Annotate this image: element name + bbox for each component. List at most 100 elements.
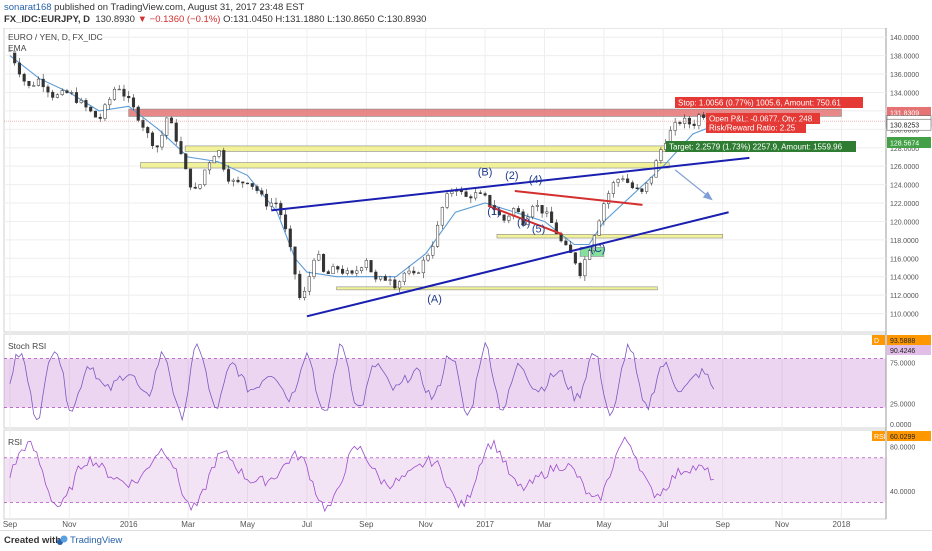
- stoch-rsi-tick-label: 0.0000: [890, 422, 912, 429]
- price-tick-label: 126.0000: [890, 164, 919, 171]
- price-tick-label: 140.0000: [890, 35, 919, 42]
- candle-body: [222, 150, 226, 170]
- candle-body: [74, 92, 79, 103]
- rsi-line: [9, 436, 714, 513]
- candle-body: [583, 259, 587, 277]
- x-tick-label: Jul: [302, 520, 312, 529]
- candle-body: [108, 99, 112, 106]
- candle-body: [141, 120, 145, 128]
- candle-body: [436, 224, 440, 247]
- last-price: 130.8930: [95, 14, 135, 25]
- publish-line: sonarat168 published on TradingView.com,…: [4, 2, 304, 13]
- candle-body: [578, 262, 582, 277]
- x-tick-label: Sep: [359, 520, 374, 529]
- candle-body: [478, 192, 482, 194]
- candle-body: [635, 187, 639, 189]
- candle-body: [98, 116, 102, 119]
- wave-label: (4): [529, 174, 542, 186]
- price-tick-label: 128.0000: [890, 146, 919, 153]
- tradingview-brand[interactable]: TradingView: [70, 535, 123, 546]
- price-tag: 130.8253: [890, 123, 919, 130]
- candle-body: [326, 271, 330, 274]
- candle-body: [450, 191, 454, 194]
- candle-body: [117, 88, 121, 91]
- x-tick-label: Nov: [775, 520, 789, 529]
- candle-body: [150, 132, 155, 146]
- candle-body: [288, 228, 292, 248]
- entry-zone: [579, 246, 605, 257]
- candles-group: [8, 47, 715, 301]
- stop-label: Stop: 1.0056 (0.77%) 1005.6, Amount: 750…: [678, 99, 841, 108]
- candle-body: [630, 182, 634, 189]
- wave-label: (A): [427, 294, 442, 306]
- stoch-rsi-line: [9, 341, 715, 422]
- stoch-rsi-title: Stoch RSI: [8, 341, 47, 351]
- candle-body: [231, 179, 235, 182]
- candle-body: [17, 62, 21, 75]
- support-zone: [496, 234, 723, 239]
- candle-body: [255, 186, 259, 191]
- x-tick-label: Nov: [62, 520, 76, 529]
- candle-body: [540, 205, 544, 214]
- x-tick-label: Sep: [716, 520, 731, 529]
- x-tick-label: Nov: [419, 520, 433, 529]
- stoch-rsi-band: [4, 358, 886, 408]
- x-tick-label: 2016: [120, 520, 138, 529]
- wave-label: (5): [532, 224, 545, 236]
- candle-body: [79, 100, 83, 103]
- candle-body: [236, 179, 240, 183]
- stoch-pane-frame: [3, 333, 887, 429]
- candle-body: [421, 259, 425, 274]
- candle-body: [36, 78, 40, 86]
- chart-header: sonarat168 published on TradingView.com,…: [0, 0, 932, 28]
- price-tag: 131.8309: [890, 110, 919, 117]
- candle-body: [274, 202, 278, 205]
- risk-reward-label: Risk/Reward Ratio: 2.25: [709, 124, 796, 133]
- symbol-name: FX_IDC:EURJPY, D: [4, 14, 91, 25]
- rsi-tag: 60.0299: [890, 434, 915, 441]
- wave-label: (1): [487, 206, 500, 218]
- candle-body: [317, 253, 321, 261]
- candle-body: [103, 104, 107, 119]
- candle-body: [488, 194, 492, 206]
- candle-body: [588, 250, 592, 260]
- candle-body: [51, 91, 55, 98]
- candle-body: [245, 182, 250, 185]
- price-tick-label: 116.0000: [890, 256, 919, 263]
- candle-body: [307, 276, 311, 292]
- candle-body: [169, 117, 174, 124]
- ohlc-values: O:131.0450 H:131.1880 L:130.8650 C:130.8…: [223, 14, 427, 25]
- candle-body: [621, 178, 625, 180]
- candle-body: [188, 168, 193, 188]
- candle-body: [502, 214, 506, 221]
- candle-body: [531, 206, 535, 218]
- candle-body: [131, 97, 136, 108]
- candle-body: [507, 215, 511, 221]
- candle-body: [483, 193, 487, 196]
- candle-body: [659, 149, 663, 161]
- candle-body: [179, 141, 183, 155]
- candle-body: [298, 273, 302, 299]
- candle-body: [217, 150, 221, 157]
- trend-line: [306, 211, 729, 318]
- price-tag-bg: [887, 106, 931, 118]
- wave-label: (3): [517, 217, 530, 229]
- trend-line: [514, 190, 643, 206]
- chart-canvas[interactable]: Sep Nov 2016 Mar May Jul Sep Nov 2017 Mar May Jul Se…: [0, 28, 932, 530]
- candle-body: [364, 260, 368, 268]
- candle-body: [345, 270, 349, 274]
- candle-body: [184, 153, 188, 170]
- candle-body: [65, 90, 69, 94]
- risk-reward-label-bg: [706, 122, 806, 133]
- rsi-letter-bg: [872, 431, 885, 441]
- candle-body: [355, 270, 359, 274]
- candle-body: [469, 196, 473, 199]
- rsi-pane-frame: [3, 429, 887, 520]
- candle-body: [89, 106, 93, 112]
- candle-body: [398, 281, 402, 289]
- candle-body: [241, 181, 245, 184]
- candle-body: [350, 270, 354, 274]
- price-tick-label: 114.0000: [890, 275, 919, 282]
- candle-body: [212, 156, 216, 164]
- author-link[interactable]: sonarat168: [4, 2, 52, 13]
